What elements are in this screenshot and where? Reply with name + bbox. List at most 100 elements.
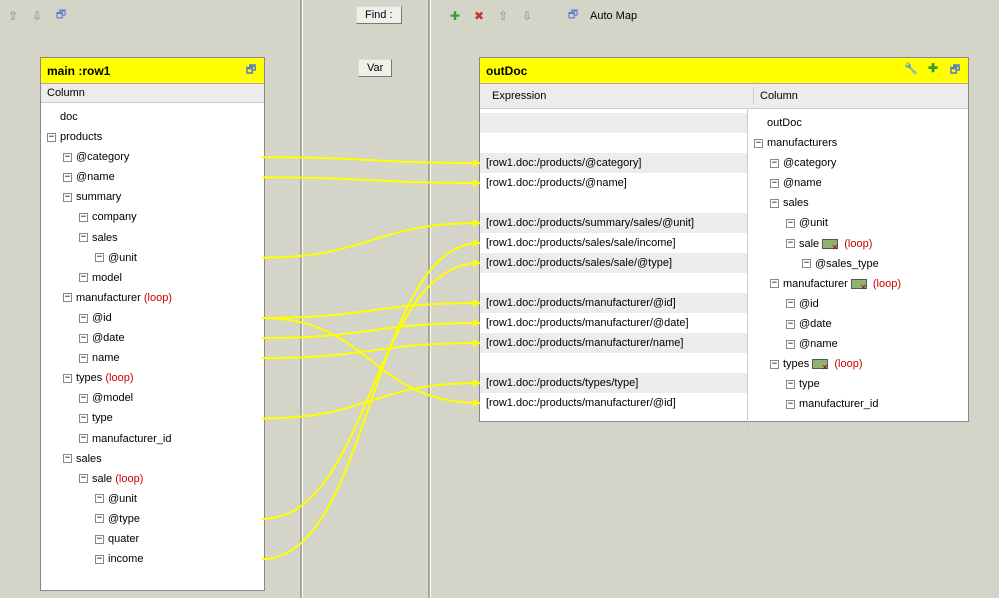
expander-icon[interactable]: − bbox=[95, 514, 104, 523]
expression-row[interactable]: [row1.doc:/products/manufacturer/name] bbox=[480, 333, 747, 353]
expression-row[interactable] bbox=[480, 133, 747, 153]
tree-node-doc[interactable]: doc bbox=[47, 107, 262, 127]
expander-icon[interactable]: − bbox=[786, 239, 795, 248]
tree-node-income[interactable]: −income bbox=[47, 549, 262, 569]
tree-node-t_mid[interactable]: −manufacturer_id bbox=[47, 429, 262, 449]
tree-node-mans[interactable]: −manufacturers bbox=[754, 133, 966, 153]
expression-row[interactable] bbox=[480, 353, 747, 373]
tree-node-manufacturer[interactable]: −manufacturer (loop) bbox=[47, 288, 262, 308]
delete-icon[interactable] bbox=[472, 9, 486, 23]
tree-node-o_sales[interactable]: −sales bbox=[754, 193, 966, 213]
expander-icon[interactable]: − bbox=[95, 535, 104, 544]
tree-node-s_unit[interactable]: −@unit bbox=[47, 248, 262, 268]
add-output-icon[interactable] bbox=[926, 61, 940, 80]
expander-icon[interactable]: − bbox=[79, 334, 88, 343]
tree-node-company[interactable]: −company bbox=[47, 207, 262, 227]
tree-node-t_model[interactable]: −@model bbox=[47, 388, 262, 408]
expander-icon[interactable]: − bbox=[786, 320, 795, 329]
expander-icon[interactable]: − bbox=[63, 193, 72, 202]
wrench-icon[interactable] bbox=[904, 61, 918, 80]
tree-node-products[interactable]: −products bbox=[47, 127, 262, 147]
move-up-icon[interactable] bbox=[6, 9, 20, 23]
tree-node-sales[interactable]: −sales bbox=[47, 228, 262, 248]
tree-node-sa_unit[interactable]: −@unit bbox=[47, 489, 262, 509]
expander-icon[interactable]: − bbox=[63, 374, 72, 383]
tree-node-o_st[interactable]: −@sales_type bbox=[754, 254, 966, 274]
link-icon[interactable] bbox=[54, 6, 68, 25]
expression-row[interactable]: [row1.doc:/products/types/type] bbox=[480, 373, 747, 393]
expander-icon[interactable]: − bbox=[95, 555, 104, 564]
tree-node-o_name[interactable]: −@name bbox=[754, 173, 966, 193]
var-button[interactable]: Var bbox=[358, 59, 392, 77]
expander-icon[interactable]: − bbox=[786, 299, 795, 308]
expander-icon[interactable]: − bbox=[79, 434, 88, 443]
tree-node-o_mdate[interactable]: −@date bbox=[754, 314, 966, 334]
automap-icon[interactable] bbox=[566, 6, 580, 25]
expander-icon[interactable]: − bbox=[95, 494, 104, 503]
tree-node-m_date[interactable]: −@date bbox=[47, 328, 262, 348]
splitter-1[interactable] bbox=[300, 0, 303, 598]
expander-icon[interactable]: − bbox=[770, 179, 779, 188]
find-button[interactable]: Find : bbox=[356, 6, 402, 24]
expander-icon[interactable]: − bbox=[79, 314, 88, 323]
tree-node-o_cat[interactable]: −@category bbox=[754, 153, 966, 173]
restore-icon[interactable] bbox=[244, 61, 258, 80]
tree-node-o_man[interactable]: −manufacturer (loop) bbox=[754, 274, 966, 294]
expression-row[interactable]: [row1.doc:/products/@category] bbox=[480, 153, 747, 173]
expander-icon[interactable]: − bbox=[47, 133, 56, 142]
tree-node-summary[interactable]: −summary bbox=[47, 187, 262, 207]
expander-icon[interactable]: − bbox=[786, 219, 795, 228]
expander-icon[interactable]: − bbox=[79, 474, 88, 483]
expression-row[interactable]: [row1.doc:/products/@name] bbox=[480, 173, 747, 193]
tree-node-m_id[interactable]: −@id bbox=[47, 308, 262, 328]
tree-node-o_types[interactable]: −types (loop) bbox=[754, 354, 966, 374]
expression-row[interactable]: [row1.doc:/products/manufacturer/@id] bbox=[480, 393, 747, 413]
expander-icon[interactable]: − bbox=[786, 340, 795, 349]
expander-icon[interactable]: − bbox=[770, 159, 779, 168]
expression-row[interactable]: [row1.doc:/products/manufacturer/@id] bbox=[480, 293, 747, 313]
expander-icon[interactable]: − bbox=[770, 360, 779, 369]
tree-node-p_name[interactable]: −@name bbox=[47, 167, 262, 187]
expression-row[interactable] bbox=[480, 113, 747, 133]
expression-row[interactable]: [row1.doc:/products/manufacturer/@date] bbox=[480, 313, 747, 333]
move-down-icon-r[interactable] bbox=[520, 9, 534, 23]
expander-icon[interactable]: − bbox=[770, 199, 779, 208]
expression-row[interactable]: [row1.doc:/products/summary/sales/@unit] bbox=[480, 213, 747, 233]
expander-icon[interactable]: − bbox=[63, 153, 72, 162]
tree-node-od[interactable]: outDoc bbox=[754, 113, 966, 133]
expander-icon[interactable]: − bbox=[95, 253, 104, 262]
expression-row[interactable] bbox=[480, 273, 747, 293]
expander-icon[interactable]: − bbox=[63, 454, 72, 463]
expander-icon[interactable]: − bbox=[63, 173, 72, 182]
tree-node-m_name[interactable]: −name bbox=[47, 348, 262, 368]
tree-node-o_unit[interactable]: −@unit bbox=[754, 213, 966, 233]
expression-row[interactable]: [row1.doc:/products/sales/sale/@type] bbox=[480, 253, 747, 273]
tree-node-o_mname[interactable]: −@name bbox=[754, 334, 966, 354]
tree-node-t_type[interactable]: −type bbox=[47, 408, 262, 428]
expander-icon[interactable]: − bbox=[802, 259, 811, 268]
tree-node-model[interactable]: −model bbox=[47, 268, 262, 288]
move-up-icon-r[interactable] bbox=[496, 9, 510, 23]
add-icon[interactable] bbox=[448, 9, 462, 23]
expander-icon[interactable]: − bbox=[79, 233, 88, 242]
tree-node-p_category[interactable]: −@category bbox=[47, 147, 262, 167]
expander-icon[interactable]: − bbox=[79, 354, 88, 363]
move-down-icon[interactable] bbox=[30, 9, 44, 23]
expander-icon[interactable]: − bbox=[786, 400, 795, 409]
expander-icon[interactable]: − bbox=[79, 273, 88, 282]
expander-icon[interactable]: − bbox=[786, 380, 795, 389]
tree-node-sales2[interactable]: −sales bbox=[47, 449, 262, 469]
tree-node-o_mid[interactable]: −@id bbox=[754, 294, 966, 314]
restore-output-icon[interactable] bbox=[948, 61, 962, 80]
tree-node-types[interactable]: −types (loop) bbox=[47, 368, 262, 388]
expression-row[interactable] bbox=[480, 193, 747, 213]
tree-node-sale[interactable]: −sale (loop) bbox=[47, 469, 262, 489]
expander-icon[interactable]: − bbox=[754, 139, 763, 148]
tree-node-o_type[interactable]: −type bbox=[754, 374, 966, 394]
tree-node-o_sale[interactable]: −sale (loop) bbox=[754, 234, 966, 254]
automap-label[interactable]: Auto Map bbox=[590, 10, 637, 22]
tree-node-o_tmid[interactable]: −manufacturer_id bbox=[754, 394, 966, 414]
expander-icon[interactable]: − bbox=[79, 213, 88, 222]
expression-row[interactable]: [row1.doc:/products/sales/sale/income] bbox=[480, 233, 747, 253]
expander-icon[interactable]: − bbox=[770, 279, 779, 288]
